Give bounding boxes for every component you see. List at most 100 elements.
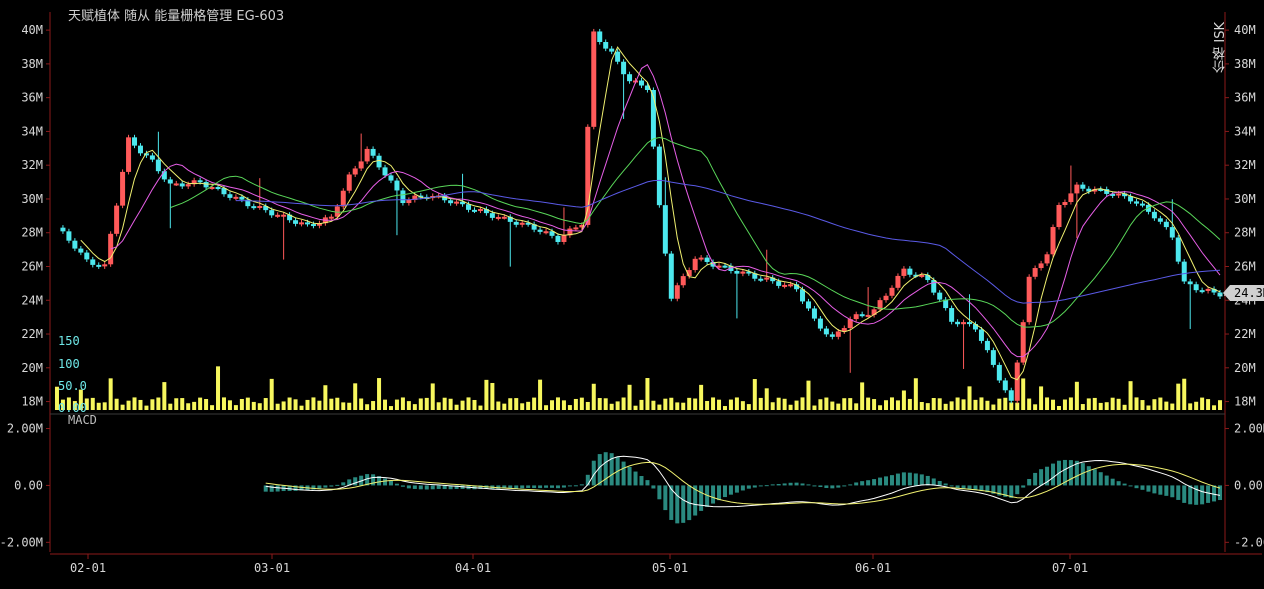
volume-bar (424, 397, 429, 410)
volume-bar (180, 398, 185, 410)
volume-bar (633, 405, 638, 410)
volume-bar (675, 402, 680, 410)
candle-body (1169, 227, 1175, 238)
macd-histogram-bar (812, 485, 817, 487)
macd-histogram-bar (585, 474, 590, 486)
candle-body (346, 174, 352, 191)
candle-body (627, 74, 633, 82)
macd-histogram-bar (681, 485, 686, 523)
candle-body (788, 284, 794, 287)
volume-bar (1074, 381, 1079, 410)
left-price-tick-label: 32M (21, 158, 43, 172)
volume-bar (335, 397, 340, 410)
macd-histogram-bar (848, 484, 853, 486)
volume-bar (705, 400, 710, 410)
volume-bar (860, 382, 865, 410)
candle-body (1163, 221, 1169, 228)
macd-histogram-bar (842, 485, 847, 487)
volume-bar (1188, 403, 1193, 410)
volume-tick-label: 0.00 (58, 401, 87, 415)
volume-bar (72, 401, 77, 410)
macd-histogram-bar (502, 485, 507, 489)
right-price-tick-label: 18M (1234, 395, 1256, 409)
candle-body (418, 195, 424, 198)
candle-body (1122, 193, 1128, 197)
macd-histogram-bar (365, 474, 370, 486)
candle-body (978, 329, 984, 341)
macd-histogram-bar (1194, 485, 1199, 505)
volume-bar (901, 390, 906, 410)
macd-dif-line (265, 455, 1221, 508)
candle-body (143, 153, 149, 156)
candle-body (1187, 281, 1193, 285)
candle-body (394, 180, 400, 191)
volume-bar (776, 397, 781, 410)
volume-bar (973, 399, 978, 410)
volume-bar (287, 397, 292, 410)
macd-histogram-bar (508, 485, 513, 489)
macd-histogram-bar (675, 485, 680, 524)
candle-body (865, 314, 871, 317)
macd-histogram-bar (782, 483, 787, 486)
candle-body (114, 205, 120, 234)
macd-histogram-bar (800, 483, 805, 486)
volume-bar (794, 400, 799, 410)
macd-histogram-bar (1140, 485, 1145, 490)
macd-histogram-bar (561, 485, 566, 488)
candle-body (996, 364, 1002, 381)
macd-histogram-bar (776, 484, 781, 486)
macd-histogram-bar (1152, 485, 1157, 494)
volume-bar (937, 398, 942, 410)
volume-bar (931, 398, 936, 410)
volume-bar (806, 380, 811, 410)
left-price-tick-label: 30M (21, 192, 43, 206)
volume-bar (1218, 400, 1223, 410)
volume-bar (961, 399, 966, 410)
volume-bar (1009, 402, 1014, 410)
volume-bar (329, 398, 334, 410)
left-price-tick-label: 24M (21, 293, 43, 307)
macd-histogram-bar (717, 485, 722, 501)
volume-bar (836, 403, 841, 410)
candle-body (269, 210, 275, 216)
volume-bar (436, 402, 441, 410)
candle-body (388, 175, 394, 181)
candle-body (90, 259, 96, 265)
right-price-tick-label: 34M (1234, 124, 1256, 138)
right-price-tick-label: 32M (1234, 158, 1256, 172)
candle-body (1044, 254, 1050, 264)
macd-histogram-bar (746, 485, 751, 489)
ma10-line (110, 63, 1221, 358)
volume-bar (1098, 402, 1103, 410)
macd-histogram-bar (269, 485, 274, 492)
macd-histogram-bar (275, 485, 280, 492)
volume-bar (1104, 402, 1109, 410)
candle-body (972, 324, 978, 330)
macd-histogram-bar (1086, 466, 1091, 486)
volume-bar (585, 401, 590, 410)
candle-body (817, 318, 823, 329)
macd-histogram-bar (1092, 469, 1097, 486)
candle-body (281, 214, 287, 217)
candle-body (352, 168, 358, 175)
candle-body (304, 222, 310, 225)
candle-body (1002, 380, 1008, 391)
left-price-tick-label: 38M (21, 57, 43, 71)
candle-body (1181, 261, 1187, 282)
volume-bar (245, 397, 250, 410)
macd-histogram-bar (1110, 478, 1115, 486)
volume-bar (532, 397, 537, 410)
candle-body (573, 227, 579, 230)
ma20-line (170, 136, 1221, 328)
volume-bar (788, 404, 793, 410)
macd-histogram-bar (567, 485, 572, 487)
right-price-tick-label: 20M (1234, 361, 1256, 375)
candle-body (149, 155, 155, 160)
candle-body (293, 220, 299, 224)
volume-bar (496, 401, 501, 410)
volume-bar (1086, 398, 1091, 410)
macd-histogram-bar (1122, 483, 1127, 486)
candle-body (907, 268, 913, 275)
volume-bar (365, 404, 370, 410)
